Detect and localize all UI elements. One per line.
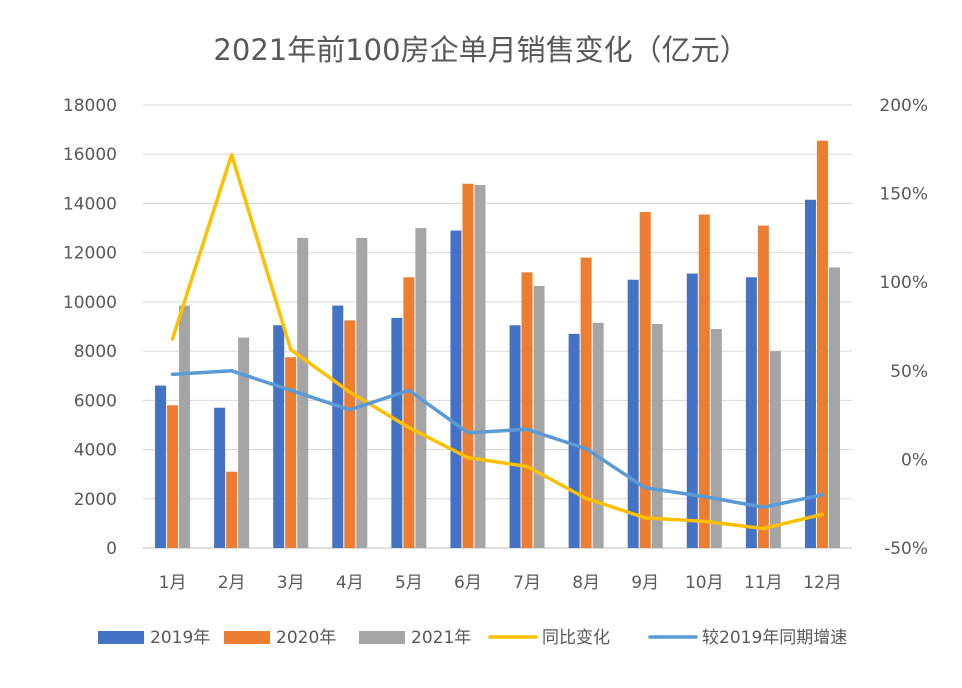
bar xyxy=(238,337,250,548)
y-tick-label-left: 4000 xyxy=(74,441,117,461)
bar xyxy=(462,183,474,548)
series-line-同比变化 xyxy=(170,152,825,531)
x-tick-label: 7月 xyxy=(513,573,541,593)
bar xyxy=(804,199,816,548)
y-tick-label-left: 14000 xyxy=(63,194,117,214)
bar xyxy=(391,317,403,548)
bar xyxy=(592,322,604,548)
y-tick-label-left: 12000 xyxy=(63,244,117,264)
x-tick-label: 10月 xyxy=(685,573,724,593)
bar xyxy=(155,385,167,548)
y-axis-right: -50% 0% 50% 100% 150% 200% xyxy=(879,96,928,559)
x-axis: 1月 2月 3月 4月 5月 6月 7月 8月 9月 10月 11月 12月 xyxy=(159,573,842,593)
bar xyxy=(179,305,191,548)
legend-item: 较2019年同期增速 xyxy=(648,628,847,648)
bar xyxy=(415,228,427,549)
y-tick-label-left: 6000 xyxy=(74,391,117,411)
y-tick-label-left: 16000 xyxy=(63,145,117,165)
bar xyxy=(639,212,651,548)
bar xyxy=(828,267,840,548)
bar xyxy=(521,272,533,548)
legend-swatch xyxy=(359,631,405,644)
bar xyxy=(509,325,521,548)
y-tick-label-right: 0% xyxy=(901,450,928,470)
bar xyxy=(403,277,415,548)
y-tick-label-right: 200% xyxy=(879,96,928,116)
x-tick-label: 9月 xyxy=(631,573,659,593)
bars xyxy=(155,140,840,549)
legend-label: 同比变化 xyxy=(542,628,610,648)
y-tick-label-right: 100% xyxy=(879,273,928,293)
y-axis-left: 0 2000 4000 6000 8000 10000 12000 14000 16000 180… xyxy=(63,96,117,559)
legend-swatch xyxy=(224,631,270,644)
legend-label: 较2019年同期增速 xyxy=(702,628,847,648)
bar xyxy=(167,405,179,548)
bar xyxy=(533,285,545,548)
y-tick-label-left: 8000 xyxy=(74,342,117,362)
x-tick-label: 4月 xyxy=(336,573,364,593)
x-tick-label: 8月 xyxy=(572,573,600,593)
legend-label: 2019年 xyxy=(150,628,210,648)
bar-series-2020年 xyxy=(167,140,828,549)
bar xyxy=(226,471,238,548)
bar xyxy=(698,214,710,548)
legend-label: 2021年 xyxy=(411,628,471,648)
bar xyxy=(474,184,486,548)
legend: 2019年 2020年 2021年 同比变化 较2019年同期增速 xyxy=(98,628,847,648)
x-tick-label: 2月 xyxy=(218,573,246,593)
bar xyxy=(285,357,297,548)
bar xyxy=(356,237,368,548)
y-tick-label-right: -50% xyxy=(884,539,928,559)
bar xyxy=(757,225,769,548)
grid-lines xyxy=(143,104,852,549)
legend-item: 2020年 xyxy=(224,628,336,648)
legend-swatch xyxy=(98,631,144,644)
bar xyxy=(344,320,356,548)
x-tick-label: 5月 xyxy=(395,573,423,593)
bar xyxy=(710,328,722,548)
y-tick-label-left: 2000 xyxy=(74,490,117,510)
chart-title: 2021年前100房企单月销售变化（亿元） xyxy=(213,33,748,67)
legend-item: 2021年 xyxy=(359,628,471,648)
bar xyxy=(580,257,592,548)
bar xyxy=(450,230,462,548)
y-tick-label-right: 150% xyxy=(879,185,928,205)
y-tick-label-left: 18000 xyxy=(63,96,117,116)
bar xyxy=(686,273,698,548)
legend-label: 2020年 xyxy=(276,628,336,648)
legend-item: 2019年 xyxy=(98,628,210,648)
bar xyxy=(214,407,226,548)
x-tick-label: 3月 xyxy=(277,573,305,593)
bar xyxy=(273,325,285,548)
y-tick-label-left: 10000 xyxy=(63,293,117,313)
bar-series-2021年 xyxy=(179,184,840,549)
legend-item: 同比变化 xyxy=(488,628,610,648)
bar xyxy=(568,333,580,548)
x-tick-label: 12月 xyxy=(803,573,842,593)
bar xyxy=(816,140,828,549)
bar xyxy=(745,277,757,548)
bar xyxy=(651,324,663,548)
y-tick-label-left: 0 xyxy=(106,539,117,559)
bar xyxy=(769,351,781,548)
bar xyxy=(332,305,344,548)
y-tick-label-right: 50% xyxy=(890,362,928,382)
bar-series-2019年 xyxy=(155,199,816,548)
x-tick-label: 1月 xyxy=(159,573,187,593)
x-tick-label: 11月 xyxy=(744,573,783,593)
series-lines xyxy=(170,152,825,531)
x-tick-label: 6月 xyxy=(454,573,482,593)
series-line-较2019年同期增速 xyxy=(170,369,825,509)
bar xyxy=(627,279,639,548)
